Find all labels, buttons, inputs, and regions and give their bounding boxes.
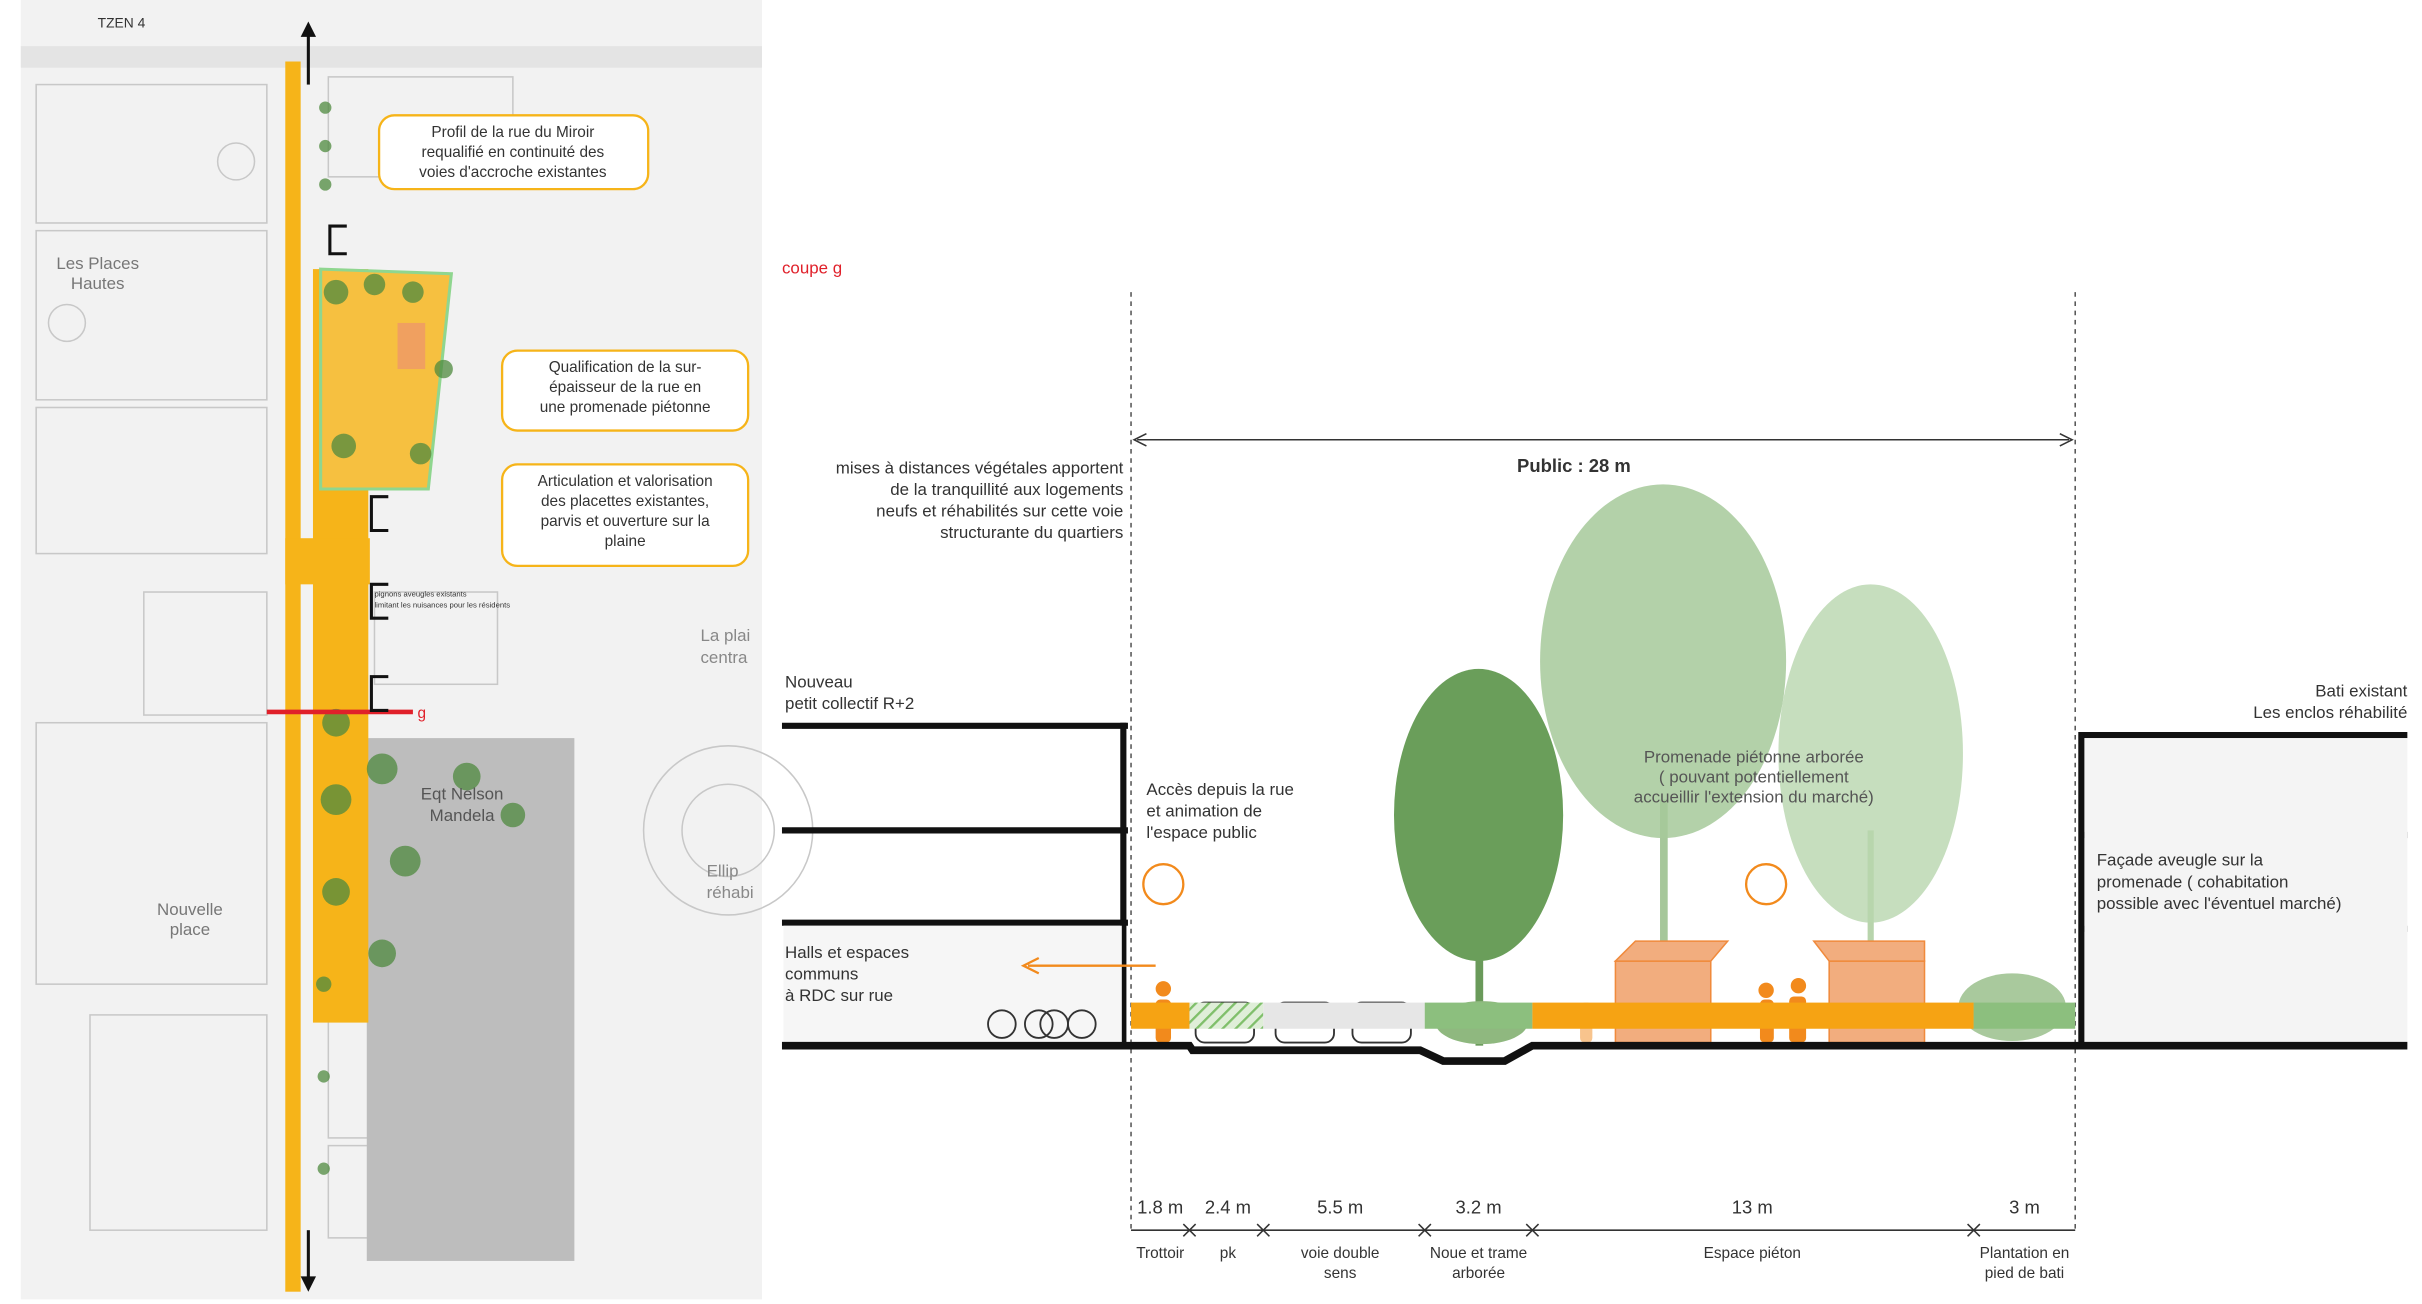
segment-width: 3 m [2009,1196,2040,1217]
note-line: communs [785,965,858,984]
district-label-line: Les Places [56,254,139,273]
note-line: ( pouvant potentiellement [1659,768,1849,787]
small-note: pignons aveugles existants limitant les n… [374,590,510,610]
public-width: Public : 28 m [1517,455,1631,476]
segment-label-line: Plantation en [1980,1245,2070,1262]
note-line: Promenade piétonne arborée [1644,748,1864,767]
segment-width: 1.8 m [1137,1196,1183,1217]
segment-label-line: arborée [1452,1265,1505,1282]
district-label-line: Hautes [71,274,125,293]
profile-bar [1131,1002,2076,1029]
district-label-line: centra [700,648,748,667]
district-label-line: Nouvelle [157,900,223,919]
segment-label: pk [1220,1245,1237,1262]
segment-width: 2.4 m [1205,1196,1251,1217]
note-line: et animation de [1146,802,1262,821]
street-section [781,292,2408,1237]
district-label: La plai centra [700,626,750,667]
segment-label-line: Noue et trame [1430,1245,1527,1262]
callout-text-line: voies d'accroche existantes [419,164,607,181]
district-label-line: Eqt Nelson [421,785,504,804]
small-note-line: limitant les nuisances pour les résident… [374,600,510,609]
callout-text-line: requalifié en continuité des [422,144,605,161]
note-line: Accès depuis la rue [1146,780,1294,799]
note-line: structurante du quartiers [940,523,1123,542]
note-line: possible avec l'éventuel marché) [2097,894,2342,913]
section-marker: g [418,705,427,722]
note: Accès depuis la rue et animation de l'espa… [1146,780,1294,842]
section-title: coupe g [782,259,842,278]
segment-label: voie double sens [1301,1245,1380,1282]
note-line: à RDC sur rue [785,986,893,1005]
district-label: Les Places Hautes [56,254,139,293]
segment-label-line: Espace piéton [1704,1245,1801,1262]
note-line: mises à distances végétales apportent [836,459,1124,478]
note-line: de la tranquillité aux logements [890,480,1123,499]
segment-label-line: pk [1220,1245,1237,1262]
district-label-line: réhabi [707,883,754,902]
note: Façade aveugle sur la promenade ( cohabit… [2097,851,2342,913]
note-line: Halls et espaces [785,943,909,962]
segment-label-line: sens [1324,1265,1357,1282]
note: Nouveau petit collectif R+2 [785,672,914,713]
trees [1393,484,2066,1046]
segment-label: Noue et trame arborée [1430,1245,1527,1282]
district-label-line: place [170,920,210,939]
segment-label: Espace piéton [1704,1245,1801,1262]
segment-label: Plantation en pied de bati [1980,1245,2070,1282]
segment-width: 3.2 m [1456,1196,1502,1217]
segment-width: 13 m [1732,1196,1773,1217]
callout-text-line: Profil de la rue du Miroir [431,124,594,141]
district-label-line: Mandela [430,806,495,825]
note-line: neufs et réhabilités sur cette voie [876,502,1123,521]
note-line: promenade ( cohabitation [2097,872,2289,891]
callout-text-line: plaine [605,533,646,550]
note-line: accueillir l'extension du marché) [1634,788,1874,807]
district-label: Nouvelle place [157,900,223,939]
segment-width: 5.5 m [1317,1196,1363,1217]
district-label-line: Ellip [707,862,739,881]
callout-text-line: épaisseur de la rue en [549,379,701,396]
district-label-line: La plai [700,626,750,645]
district-label: Ellip réhabi [707,862,754,903]
district-label: Eqt Nelson Mandela [421,785,504,826]
callout-text-line: Articulation et valorisation [538,473,713,490]
note: Promenade piétonne arborée( pouvant pote… [1634,748,1874,807]
segment-label-line: pied de bati [1985,1265,2064,1282]
note: Halls et espaces communs à RDC sur rue [785,943,909,1005]
note-line: Façade aveugle sur la [2097,851,2264,870]
small-note-line: pignons aveugles existants [374,590,466,599]
callout-text-line: des placettes existantes, [541,493,709,510]
note-line: Les enclos réhabilité [2253,703,2407,722]
segment-label: Trottoir [1136,1245,1184,1262]
callout-text: Profil de la rue du Miroir requalifié en … [419,124,607,181]
note: Bati existant Les enclos réhabilité [2253,682,2407,723]
callout-text-line: parvis et ouverture sur la [541,513,710,530]
note-line: Nouveau [785,672,853,691]
rail-label: TZEN 4 [98,15,146,31]
segment-label-line: Trottoir [1136,1245,1184,1262]
callout-text: Articulation et valorisation des placette… [538,473,713,550]
note-line: petit collectif R+2 [785,694,914,713]
segment-label-line: voie double [1301,1245,1380,1262]
callout-text-line: Qualification de la sur- [549,359,702,376]
callout-text: Qualification de la sur-épaisseur de la … [540,359,711,416]
note: mises à distances végétales apportent de … [836,459,1124,543]
site-plan [20,0,814,1300]
note-line: Bati existant [2315,682,2407,701]
callout-text-line: une promenade piétonne [540,399,711,416]
note-line: l'espace public [1146,823,1256,842]
